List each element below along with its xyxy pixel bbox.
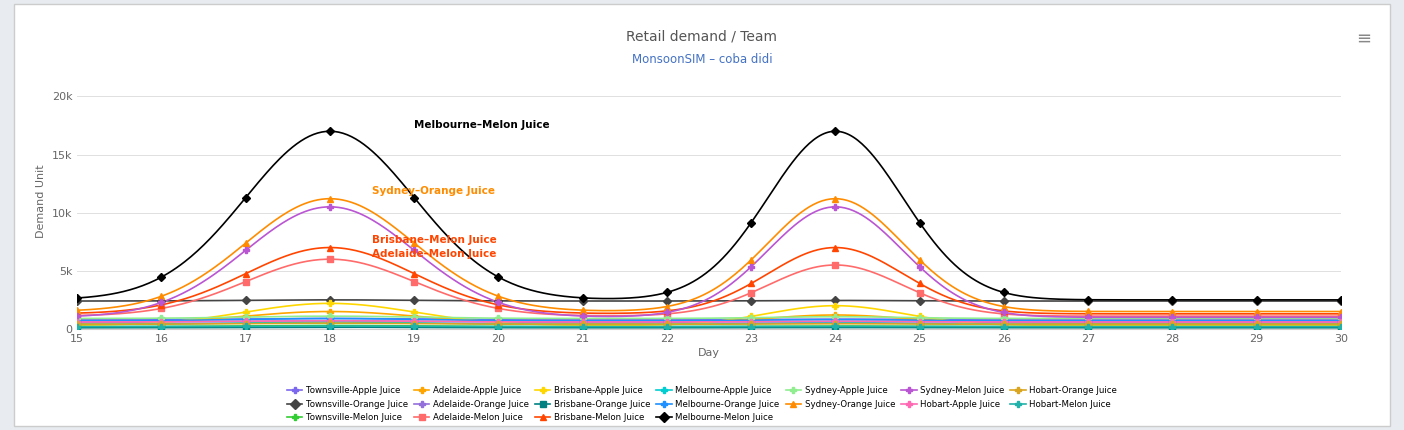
Text: ≡: ≡	[1356, 30, 1372, 48]
Text: Retail demand / Team: Retail demand / Team	[626, 30, 778, 43]
Text: Adelaide–Melon Juice: Adelaide–Melon Juice	[372, 249, 497, 259]
Text: Brisbane–Melon Juice: Brisbane–Melon Juice	[372, 235, 497, 245]
Legend: Townsville-Apple Juice, Townsville-Orange Juice, Townsville-Melon Juice, Adelaid: Townsville-Apple Juice, Townsville-Orang…	[285, 384, 1119, 424]
Text: Sydney–Orange Juice: Sydney–Orange Juice	[372, 186, 496, 196]
X-axis label: Day: Day	[698, 348, 720, 358]
Text: Melbourne–Melon Juice: Melbourne–Melon Juice	[414, 120, 550, 130]
Text: MonsoonSIM – coba didi: MonsoonSIM – coba didi	[632, 53, 772, 66]
Y-axis label: Demand Unit: Demand Unit	[37, 164, 46, 238]
